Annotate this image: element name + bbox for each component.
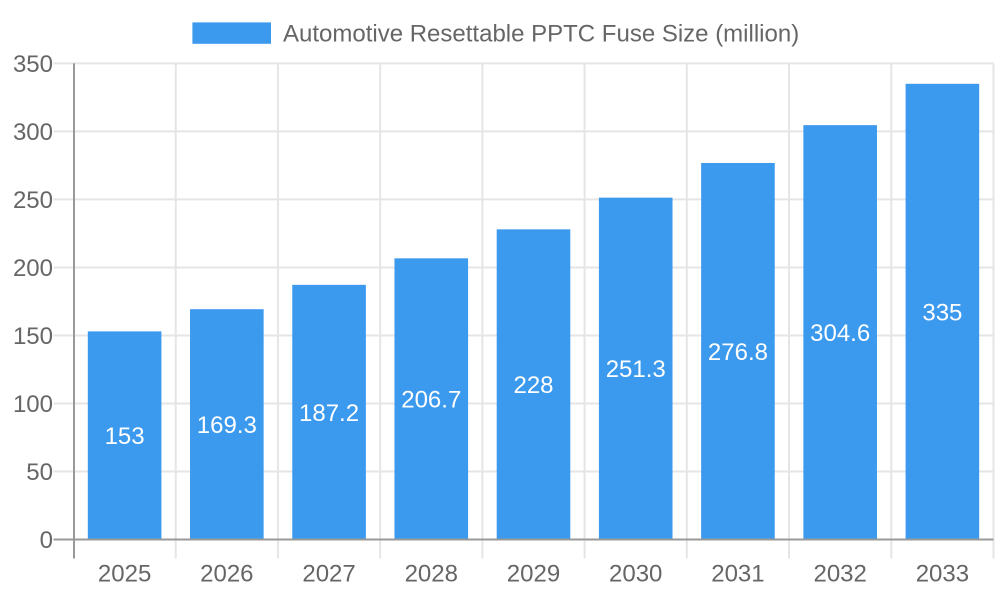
svg-text:251.3: 251.3 — [606, 356, 666, 383]
svg-text:0: 0 — [40, 527, 53, 554]
svg-text:2033: 2033 — [916, 561, 969, 588]
svg-text:2026: 2026 — [200, 561, 253, 588]
svg-text:2029: 2029 — [507, 561, 560, 588]
svg-text:228: 228 — [513, 372, 553, 399]
svg-text:50: 50 — [26, 459, 53, 486]
svg-text:2025: 2025 — [98, 561, 151, 588]
svg-text:335: 335 — [922, 299, 962, 326]
svg-text:206.7: 206.7 — [401, 387, 461, 414]
svg-text:250: 250 — [13, 187, 53, 214]
svg-text:100: 100 — [13, 391, 53, 418]
svg-text:276.8: 276.8 — [708, 339, 768, 366]
svg-text:2027: 2027 — [302, 561, 355, 588]
svg-text:304.6: 304.6 — [810, 320, 870, 347]
svg-text:187.2: 187.2 — [299, 400, 359, 427]
svg-text:169.3: 169.3 — [197, 412, 257, 439]
svg-text:2032: 2032 — [813, 561, 866, 588]
svg-text:153: 153 — [105, 423, 145, 450]
svg-text:150: 150 — [13, 323, 53, 350]
svg-text:2030: 2030 — [609, 561, 662, 588]
svg-text:2028: 2028 — [405, 561, 458, 588]
svg-text:300: 300 — [13, 119, 53, 146]
svg-text:200: 200 — [13, 255, 53, 282]
svg-text:350: 350 — [13, 51, 53, 78]
svg-text:Automotive Resettable PPTC Fus: Automotive Resettable PPTC Fuse Size (mi… — [283, 21, 799, 48]
svg-text:2031: 2031 — [711, 561, 764, 588]
